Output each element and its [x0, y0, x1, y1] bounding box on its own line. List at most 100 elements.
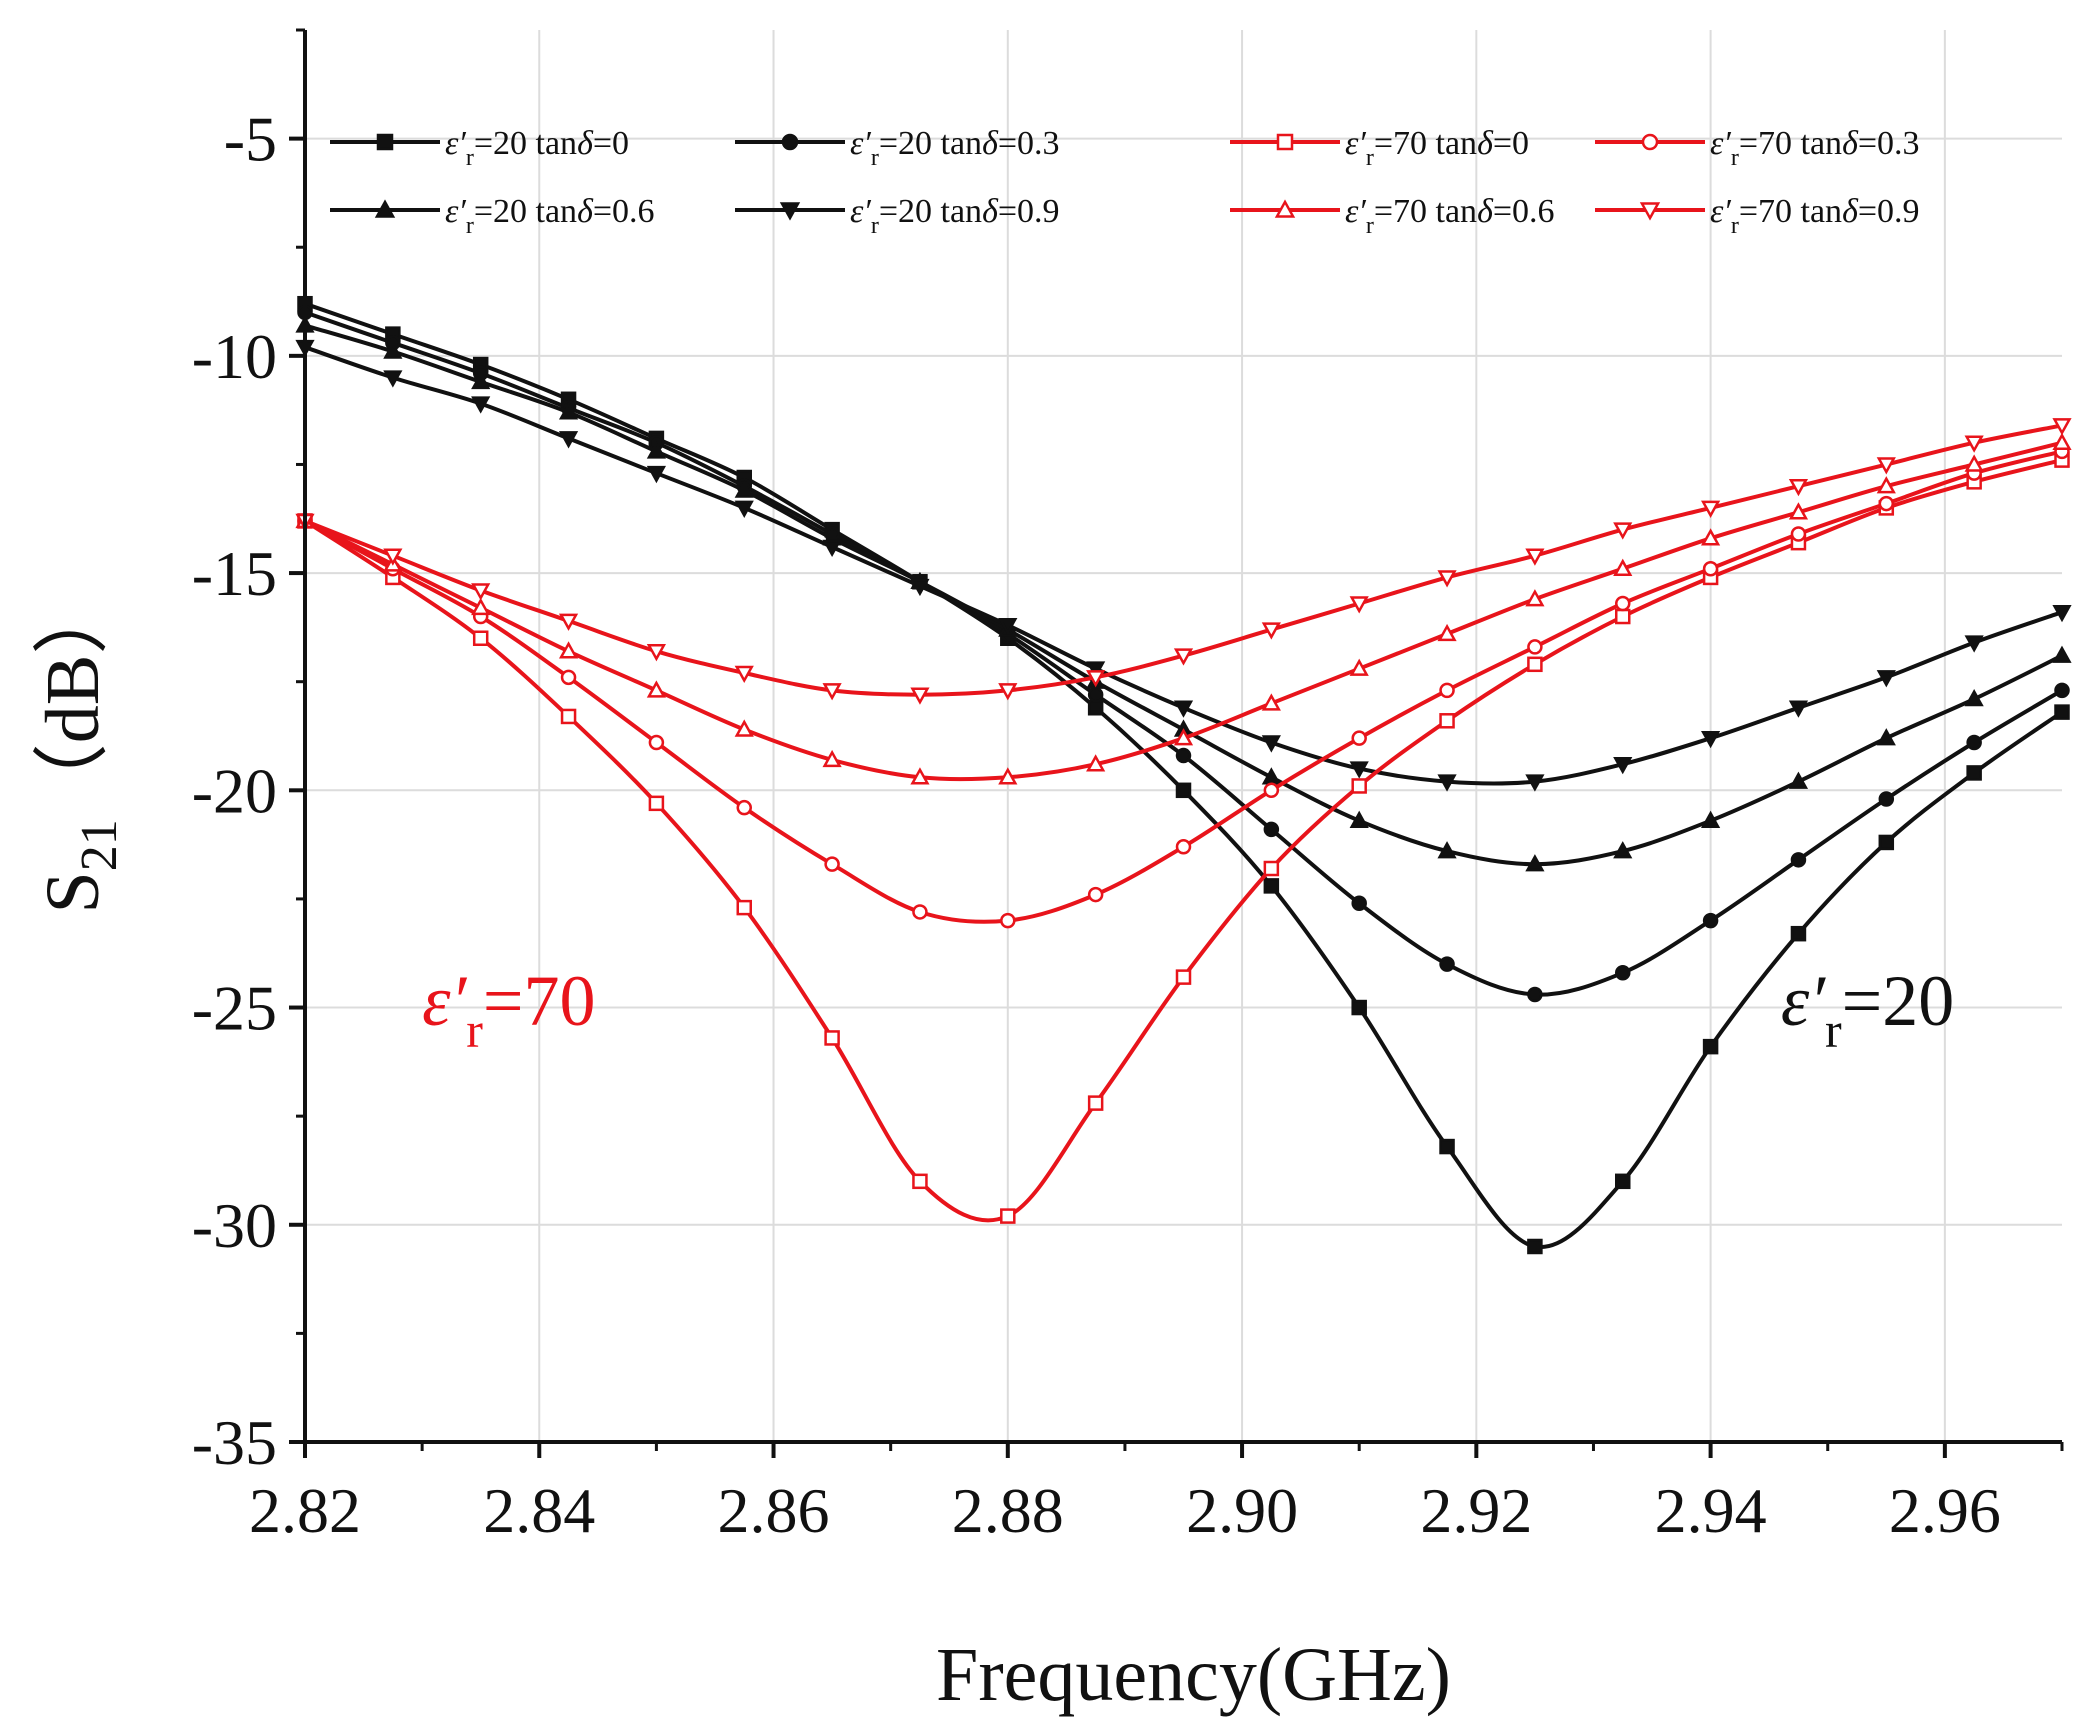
data-point	[1437, 570, 1457, 588]
series-line	[304, 310, 2064, 997]
data-point	[471, 396, 491, 414]
data-point	[1876, 670, 1896, 688]
data-point	[910, 687, 930, 705]
legend: ε′r=20 tanδ=0 ε′r=20 tanδ=0.3 ε′r=20 tanδ=…	[330, 125, 1920, 239]
data-point	[998, 767, 1018, 785]
data-point	[1527, 1238, 1543, 1255]
data-point	[1878, 495, 1895, 512]
data-point	[1701, 500, 1721, 518]
data-point	[1263, 860, 1280, 877]
data-point	[1966, 765, 1982, 781]
legend-label: ε′r=20 tanδ=0	[445, 125, 629, 171]
data-point	[1702, 560, 1719, 577]
legend-marker	[1276, 133, 1294, 151]
data-point	[1263, 821, 1280, 838]
y-tick-label: -30	[192, 1190, 277, 1261]
data-point	[1876, 728, 1896, 746]
legend-marker	[1639, 202, 1661, 221]
legend-label: ε′r=70 tanδ=0	[1345, 125, 1529, 171]
x-tick-label: 2.88	[952, 1475, 1064, 1546]
legend-entry: ε′r=20 tanδ=0.6	[330, 193, 655, 239]
legend-entry: ε′r=20 tanδ=0.9	[735, 193, 1060, 239]
data-point	[998, 683, 1018, 701]
data-point	[1087, 700, 1104, 716]
data-point	[558, 402, 579, 420]
data-point	[1000, 1208, 1016, 1224]
data-point	[1964, 635, 1984, 653]
series-line	[303, 458, 2063, 1223]
data-point	[646, 465, 666, 484]
data-point	[1615, 965, 1631, 981]
data-point	[1439, 682, 1455, 699]
data-point	[2052, 432, 2072, 450]
data-point	[648, 795, 665, 812]
data-point	[1263, 782, 1280, 799]
annotation-eps-20: ε′r=20	[1781, 961, 1954, 1058]
data-point	[734, 719, 754, 737]
data-point	[1788, 478, 1809, 497]
annotations: ε′r=70 ε′r=20	[422, 961, 1954, 1058]
data-point	[912, 904, 928, 920]
data-point	[1439, 1138, 1455, 1155]
data-point	[1261, 622, 1281, 640]
legend-label: ε′r=70 tanδ=0.9	[1710, 193, 1920, 239]
data-point	[558, 431, 579, 449]
data-point	[1349, 596, 1369, 614]
data-point	[736, 899, 752, 916]
x-axis-title: Frequency(GHz)	[936, 1633, 1451, 1717]
data-point	[1615, 1173, 1631, 1190]
y-axis-title: S21（dB）	[31, 579, 128, 914]
legend-label: ε′r=20 tanδ=0.9	[850, 193, 1060, 239]
axes: 2.82 2.84 2.86 2.88 2.90 2.92 2.94 2.96 -5 -10 -15…	[31, 28, 2064, 1717]
data-point	[2052, 604, 2072, 623]
data-point	[1173, 728, 1194, 746]
series-red-7	[295, 418, 2072, 705]
data-point	[1613, 757, 1633, 775]
data-point	[1964, 689, 1984, 707]
data-point	[1525, 589, 1545, 607]
y-tick-label: -10	[192, 321, 277, 392]
data-point	[1702, 1038, 1719, 1055]
data-point	[1087, 686, 1104, 703]
data-point	[910, 767, 930, 785]
annotation-eps-70: ε′r=70	[422, 961, 595, 1058]
y-tick-label: -25	[192, 973, 277, 1044]
data-point	[1790, 526, 1807, 542]
data-point	[471, 371, 491, 390]
data-point	[1527, 639, 1543, 655]
data-point	[1613, 841, 1633, 859]
x-tick-label: 2.82	[249, 1475, 361, 1546]
data-point	[1351, 778, 1367, 794]
data-point	[383, 341, 403, 359]
legend-entry: ε′r=20 tanδ=0	[330, 125, 629, 171]
grid	[304, 30, 2062, 1443]
legend-marker	[1641, 133, 1659, 151]
y-tick-label: -5	[224, 104, 277, 175]
data-point	[1615, 608, 1631, 625]
data-point	[2052, 645, 2072, 663]
data-point	[734, 665, 754, 684]
data-point	[1878, 791, 1895, 807]
data-point	[1525, 774, 1545, 792]
y-tick-label: -35	[192, 1407, 277, 1478]
data-point	[558, 641, 579, 659]
x-tick-label: 2.92	[1420, 1475, 1532, 1546]
legend-marker	[779, 202, 801, 221]
data-point	[822, 749, 842, 768]
data-point	[1964, 454, 1984, 472]
data-point	[1349, 810, 1369, 828]
series-layer	[295, 295, 2072, 1255]
legend-entry: ε′r=70 tanδ=0	[1230, 125, 1529, 171]
data-point	[1613, 522, 1633, 540]
data-point	[1000, 912, 1016, 929]
data-point	[1613, 558, 1633, 576]
data-point	[1439, 713, 1455, 729]
data-point	[1788, 700, 1809, 718]
data-point	[472, 630, 489, 646]
legend-entry: ε′r=20 tanδ=0.3	[735, 125, 1060, 171]
data-point	[1261, 693, 1281, 711]
data-point	[1173, 648, 1194, 666]
data-point	[1086, 754, 1106, 772]
data-point	[1966, 734, 1982, 751]
